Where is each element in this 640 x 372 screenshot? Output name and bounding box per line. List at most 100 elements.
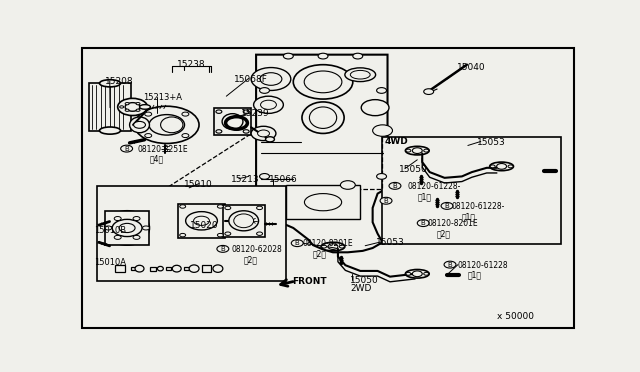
Text: （2）: （2）: [437, 229, 451, 238]
Ellipse shape: [157, 266, 163, 271]
Circle shape: [406, 272, 411, 275]
Text: B: B: [392, 183, 397, 189]
Circle shape: [260, 73, 282, 85]
Circle shape: [243, 110, 249, 113]
Text: 15213: 15213: [231, 175, 260, 184]
Circle shape: [376, 173, 387, 179]
Circle shape: [119, 223, 135, 232]
Circle shape: [376, 87, 387, 93]
Circle shape: [145, 134, 152, 138]
Circle shape: [321, 245, 326, 248]
Circle shape: [145, 112, 152, 116]
Text: （4）: （4）: [150, 155, 164, 164]
Text: B: B: [220, 246, 225, 252]
Circle shape: [121, 145, 132, 152]
Bar: [202, 265, 211, 272]
Ellipse shape: [140, 105, 150, 109]
Circle shape: [251, 68, 291, 90]
Circle shape: [186, 212, 218, 230]
Ellipse shape: [345, 68, 376, 81]
Ellipse shape: [129, 117, 149, 133]
Circle shape: [120, 106, 124, 108]
Circle shape: [105, 226, 112, 230]
Circle shape: [412, 271, 422, 277]
Circle shape: [257, 232, 262, 235]
Circle shape: [328, 244, 338, 250]
Circle shape: [441, 202, 453, 209]
Bar: [178, 203, 225, 238]
Text: 15050: 15050: [399, 165, 428, 174]
Text: 15053: 15053: [477, 138, 506, 147]
Circle shape: [406, 149, 411, 152]
Bar: [286, 185, 360, 219]
Circle shape: [260, 173, 269, 179]
Circle shape: [417, 219, 429, 227]
Circle shape: [182, 134, 189, 138]
Circle shape: [133, 235, 140, 240]
Circle shape: [508, 165, 513, 168]
Circle shape: [361, 100, 389, 116]
Circle shape: [424, 272, 429, 275]
Ellipse shape: [172, 265, 181, 272]
Text: B: B: [445, 203, 449, 209]
Text: 08120-8201E: 08120-8201E: [428, 219, 478, 228]
Circle shape: [118, 98, 147, 116]
Ellipse shape: [405, 269, 429, 278]
Circle shape: [218, 233, 223, 237]
Circle shape: [134, 106, 199, 144]
Circle shape: [143, 226, 150, 230]
Ellipse shape: [222, 114, 243, 129]
Circle shape: [412, 148, 422, 154]
Text: 4WD: 4WD: [385, 137, 409, 146]
Circle shape: [180, 233, 186, 237]
Circle shape: [293, 65, 353, 99]
Circle shape: [193, 216, 209, 225]
Bar: [150, 267, 156, 271]
Text: 15053: 15053: [376, 238, 405, 247]
Text: 15238: 15238: [177, 60, 206, 69]
Text: B: B: [295, 240, 300, 246]
Circle shape: [114, 235, 121, 240]
Text: 15050: 15050: [350, 276, 379, 285]
Circle shape: [424, 89, 434, 94]
Circle shape: [182, 112, 189, 116]
Text: 08120-62028: 08120-62028: [231, 245, 282, 254]
Ellipse shape: [350, 70, 370, 79]
Text: FRONT: FRONT: [292, 277, 326, 286]
Ellipse shape: [105, 211, 150, 245]
Ellipse shape: [405, 146, 429, 155]
Ellipse shape: [305, 193, 342, 211]
Ellipse shape: [213, 265, 223, 272]
Circle shape: [260, 100, 276, 109]
Circle shape: [216, 110, 222, 113]
Circle shape: [340, 181, 355, 189]
Text: 15213+A: 15213+A: [143, 93, 182, 102]
Circle shape: [251, 126, 276, 141]
Text: 15040: 15040: [457, 63, 486, 72]
Text: B: B: [124, 145, 129, 152]
Text: 08120-61228-: 08120-61228-: [408, 182, 461, 191]
Bar: [97, 186, 286, 281]
Circle shape: [257, 206, 262, 210]
Ellipse shape: [189, 265, 199, 272]
Text: （1）: （1）: [417, 192, 431, 201]
Circle shape: [380, 197, 392, 204]
Circle shape: [253, 96, 284, 113]
Text: （1）: （1）: [468, 271, 482, 280]
Circle shape: [339, 245, 344, 248]
Ellipse shape: [321, 242, 345, 251]
Circle shape: [444, 261, 456, 268]
Circle shape: [284, 53, 293, 59]
Bar: [131, 267, 136, 270]
Text: （2）: （2）: [312, 249, 326, 258]
Ellipse shape: [309, 107, 337, 128]
Circle shape: [424, 149, 429, 152]
Bar: [166, 267, 171, 270]
Circle shape: [217, 246, 229, 252]
Circle shape: [260, 87, 269, 93]
Circle shape: [490, 165, 495, 168]
Circle shape: [136, 103, 140, 105]
Circle shape: [141, 106, 145, 108]
Text: B: B: [383, 198, 388, 204]
Text: （2）: （2）: [244, 255, 258, 264]
